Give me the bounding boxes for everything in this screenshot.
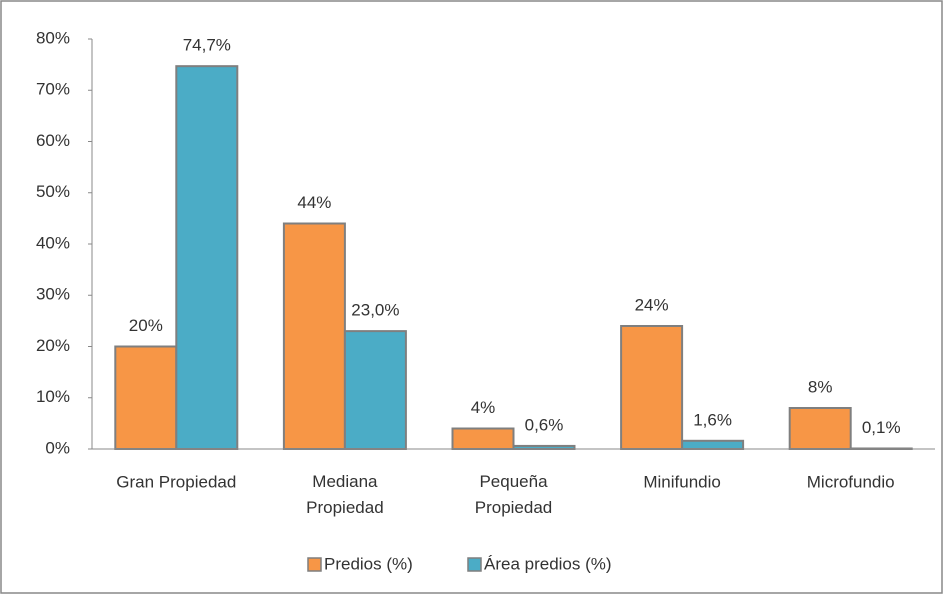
bar (451, 427, 515, 450)
x-tick-label: Pequeña Propiedad (475, 472, 553, 517)
bar (114, 345, 178, 450)
y-tick-label: 40% (36, 233, 70, 252)
bar (620, 325, 684, 450)
x-tick-label: Microfundio (807, 472, 895, 491)
y-tick-label: 0% (45, 438, 70, 457)
data-label: 74,7% (183, 36, 231, 55)
y-tick-label: 10% (36, 387, 70, 406)
y-tick-label: 30% (36, 285, 70, 304)
y-tick-label: 70% (36, 80, 70, 99)
bar (681, 439, 745, 450)
data-label: 23,0% (351, 301, 399, 320)
data-label: 4% (471, 398, 496, 417)
bar (343, 330, 407, 450)
data-label: 0,6% (525, 415, 564, 434)
data-label: 0,1% (862, 418, 901, 437)
bar (282, 222, 346, 450)
legend-swatch (467, 557, 482, 572)
x-tick-label: Gran Propiedad (116, 472, 236, 491)
legend-label: Predios (%) (324, 554, 413, 573)
data-label: 1,6% (693, 410, 732, 429)
x-tick-label: Minifundio (643, 472, 721, 491)
bar (175, 65, 239, 450)
data-label: 8% (808, 377, 833, 396)
data-label: 44% (297, 193, 331, 212)
data-label: 24% (635, 295, 669, 314)
data-label: 20% (129, 316, 163, 335)
bar (788, 407, 852, 450)
y-tick-label: 50% (36, 182, 70, 201)
y-tick-label: 20% (36, 336, 70, 355)
x-tick-label: Mediana Propiedad (306, 472, 384, 517)
y-tick-label: 60% (36, 131, 70, 150)
y-tick-label: 80% (36, 28, 70, 47)
legend-label: Área predios (%) (484, 554, 612, 573)
legend-swatch (307, 557, 322, 572)
